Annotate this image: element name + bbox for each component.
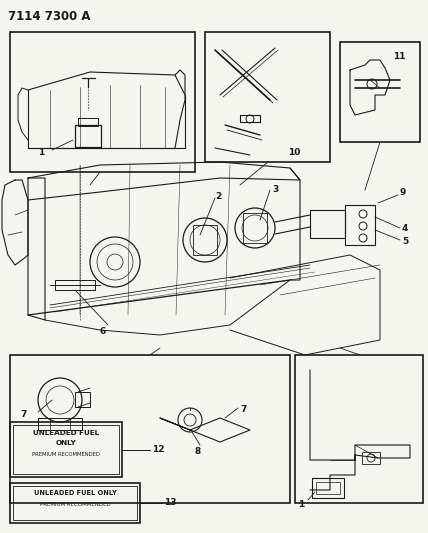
Bar	[362, 452, 380, 464]
Text: 13: 13	[164, 498, 176, 507]
Text: PREMIUM RECOMMENDED: PREMIUM RECOMMENDED	[40, 502, 110, 507]
Text: ONLY: ONLY	[56, 440, 76, 446]
Text: 9: 9	[400, 188, 406, 197]
Bar	[13, 425, 119, 474]
Bar	[78, 118, 98, 126]
Text: PREMIUM RECOMMENDED: PREMIUM RECOMMENDED	[32, 452, 100, 457]
Bar	[295, 355, 423, 503]
Text: 4: 4	[402, 224, 408, 233]
Text: 1: 1	[38, 148, 44, 157]
Bar	[316, 482, 340, 494]
Bar	[10, 483, 140, 523]
Bar	[205, 32, 330, 162]
Text: 7114 7300 A: 7114 7300 A	[8, 10, 90, 23]
Bar	[75, 392, 90, 407]
Bar	[38, 418, 82, 430]
Text: 10: 10	[288, 148, 300, 157]
Bar	[55, 280, 95, 290]
Text: 7: 7	[20, 410, 27, 419]
Text: 7: 7	[240, 405, 247, 414]
Text: 12: 12	[152, 445, 164, 454]
Bar	[340, 42, 420, 142]
Text: UNLEADED FUEL ONLY: UNLEADED FUEL ONLY	[33, 490, 116, 496]
Bar	[312, 478, 344, 498]
Text: UNLEADED FUEL: UNLEADED FUEL	[33, 430, 99, 436]
Bar	[75, 125, 101, 147]
Text: 8: 8	[195, 447, 201, 456]
Bar	[310, 210, 345, 238]
Bar	[345, 205, 375, 245]
Bar	[10, 355, 290, 503]
Bar	[193, 225, 217, 255]
Text: 2: 2	[215, 192, 221, 201]
Text: 11: 11	[393, 52, 405, 61]
Bar	[13, 486, 137, 520]
Bar	[10, 422, 122, 477]
Text: 1: 1	[298, 500, 304, 509]
Text: 5: 5	[402, 237, 408, 246]
Text: 6: 6	[100, 327, 106, 336]
Bar	[10, 32, 195, 172]
Bar	[243, 213, 267, 243]
Text: 3: 3	[272, 185, 278, 194]
